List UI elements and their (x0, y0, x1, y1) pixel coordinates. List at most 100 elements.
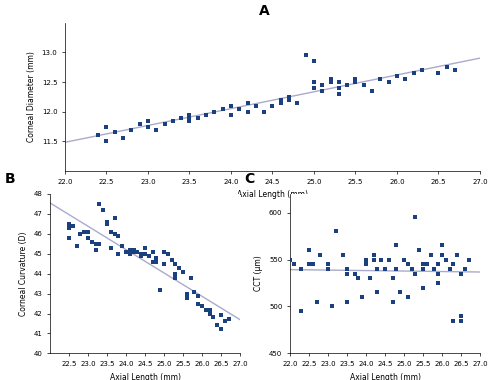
Point (206, 310, 214, 317)
Point (305, 261, 313, 267)
Y-axis label: Corneal Curvature (D): Corneal Curvature (D) (19, 231, 28, 316)
Point (419, 261, 427, 267)
Point (277, 97, 285, 103)
Point (457, 318, 465, 324)
Point (434, 261, 442, 267)
Point (415, 247, 423, 253)
Point (110, 215, 118, 221)
Point (144, 117, 152, 124)
Point (286, 256, 294, 263)
Point (217, 326, 225, 332)
Point (419, 285, 427, 291)
Point (434, 280, 442, 286)
Point (227, 112, 235, 118)
Point (118, 243, 126, 249)
Point (412, 271, 420, 277)
Point (358, 294, 366, 300)
Y-axis label: Corneal Diameter (mm): Corneal Diameter (mm) (27, 51, 36, 142)
Point (102, 124, 110, 130)
Point (179, 269, 187, 275)
Point (92, 247, 100, 253)
Point (186, 117, 194, 124)
Point (210, 109, 218, 115)
Y-axis label: CCT (μm): CCT (μm) (254, 256, 264, 291)
Point (443, 64, 451, 70)
Point (400, 256, 408, 263)
Point (260, 109, 268, 115)
Point (217, 312, 225, 318)
Point (412, 214, 420, 220)
Point (309, 261, 317, 267)
Point (352, 76, 360, 82)
Point (141, 251, 149, 257)
Point (172, 275, 179, 281)
Point (96, 201, 104, 207)
Point (152, 258, 160, 264)
Point (244, 109, 252, 115)
Point (381, 266, 389, 272)
Point (160, 120, 168, 127)
Point (114, 251, 122, 257)
Point (69, 223, 77, 229)
Point (65, 221, 73, 227)
Point (426, 252, 434, 258)
Point (457, 271, 465, 277)
Point (343, 299, 351, 305)
Point (332, 228, 340, 234)
Point (206, 306, 214, 312)
Point (404, 261, 412, 267)
Point (122, 249, 130, 255)
Point (354, 275, 362, 281)
Point (294, 100, 302, 106)
Point (160, 249, 168, 255)
Point (227, 103, 235, 109)
Point (305, 247, 313, 253)
Point (186, 112, 194, 118)
Point (328, 303, 336, 309)
Point (76, 231, 84, 237)
Point (80, 229, 88, 235)
Point (343, 271, 351, 277)
Point (438, 242, 446, 249)
Point (298, 308, 306, 314)
Point (362, 256, 370, 263)
Point (169, 117, 177, 124)
Point (457, 313, 465, 319)
Point (404, 294, 412, 300)
Point (335, 79, 343, 85)
Point (434, 271, 442, 277)
Point (376, 76, 384, 82)
Point (310, 79, 318, 85)
Point (152, 255, 160, 261)
Point (172, 271, 179, 277)
Point (392, 242, 400, 249)
Point (343, 82, 351, 88)
Point (94, 132, 102, 138)
Point (218, 106, 226, 112)
Point (418, 67, 426, 73)
Point (464, 256, 472, 263)
Point (202, 112, 210, 118)
Point (102, 138, 110, 144)
Point (224, 317, 232, 323)
Point (164, 251, 172, 257)
Point (152, 127, 160, 133)
Point (366, 275, 374, 281)
Point (107, 229, 115, 235)
Point (137, 253, 145, 259)
Point (298, 266, 306, 272)
Point (370, 252, 378, 258)
Point (335, 91, 343, 97)
Point (111, 130, 119, 136)
Point (141, 245, 149, 251)
Point (172, 261, 179, 267)
Point (198, 302, 206, 309)
Point (312, 299, 320, 305)
Point (451, 67, 459, 73)
Point (65, 225, 73, 231)
Point (377, 256, 385, 263)
Point (381, 266, 389, 272)
Point (388, 299, 396, 305)
Point (438, 252, 446, 258)
Point (393, 73, 401, 79)
